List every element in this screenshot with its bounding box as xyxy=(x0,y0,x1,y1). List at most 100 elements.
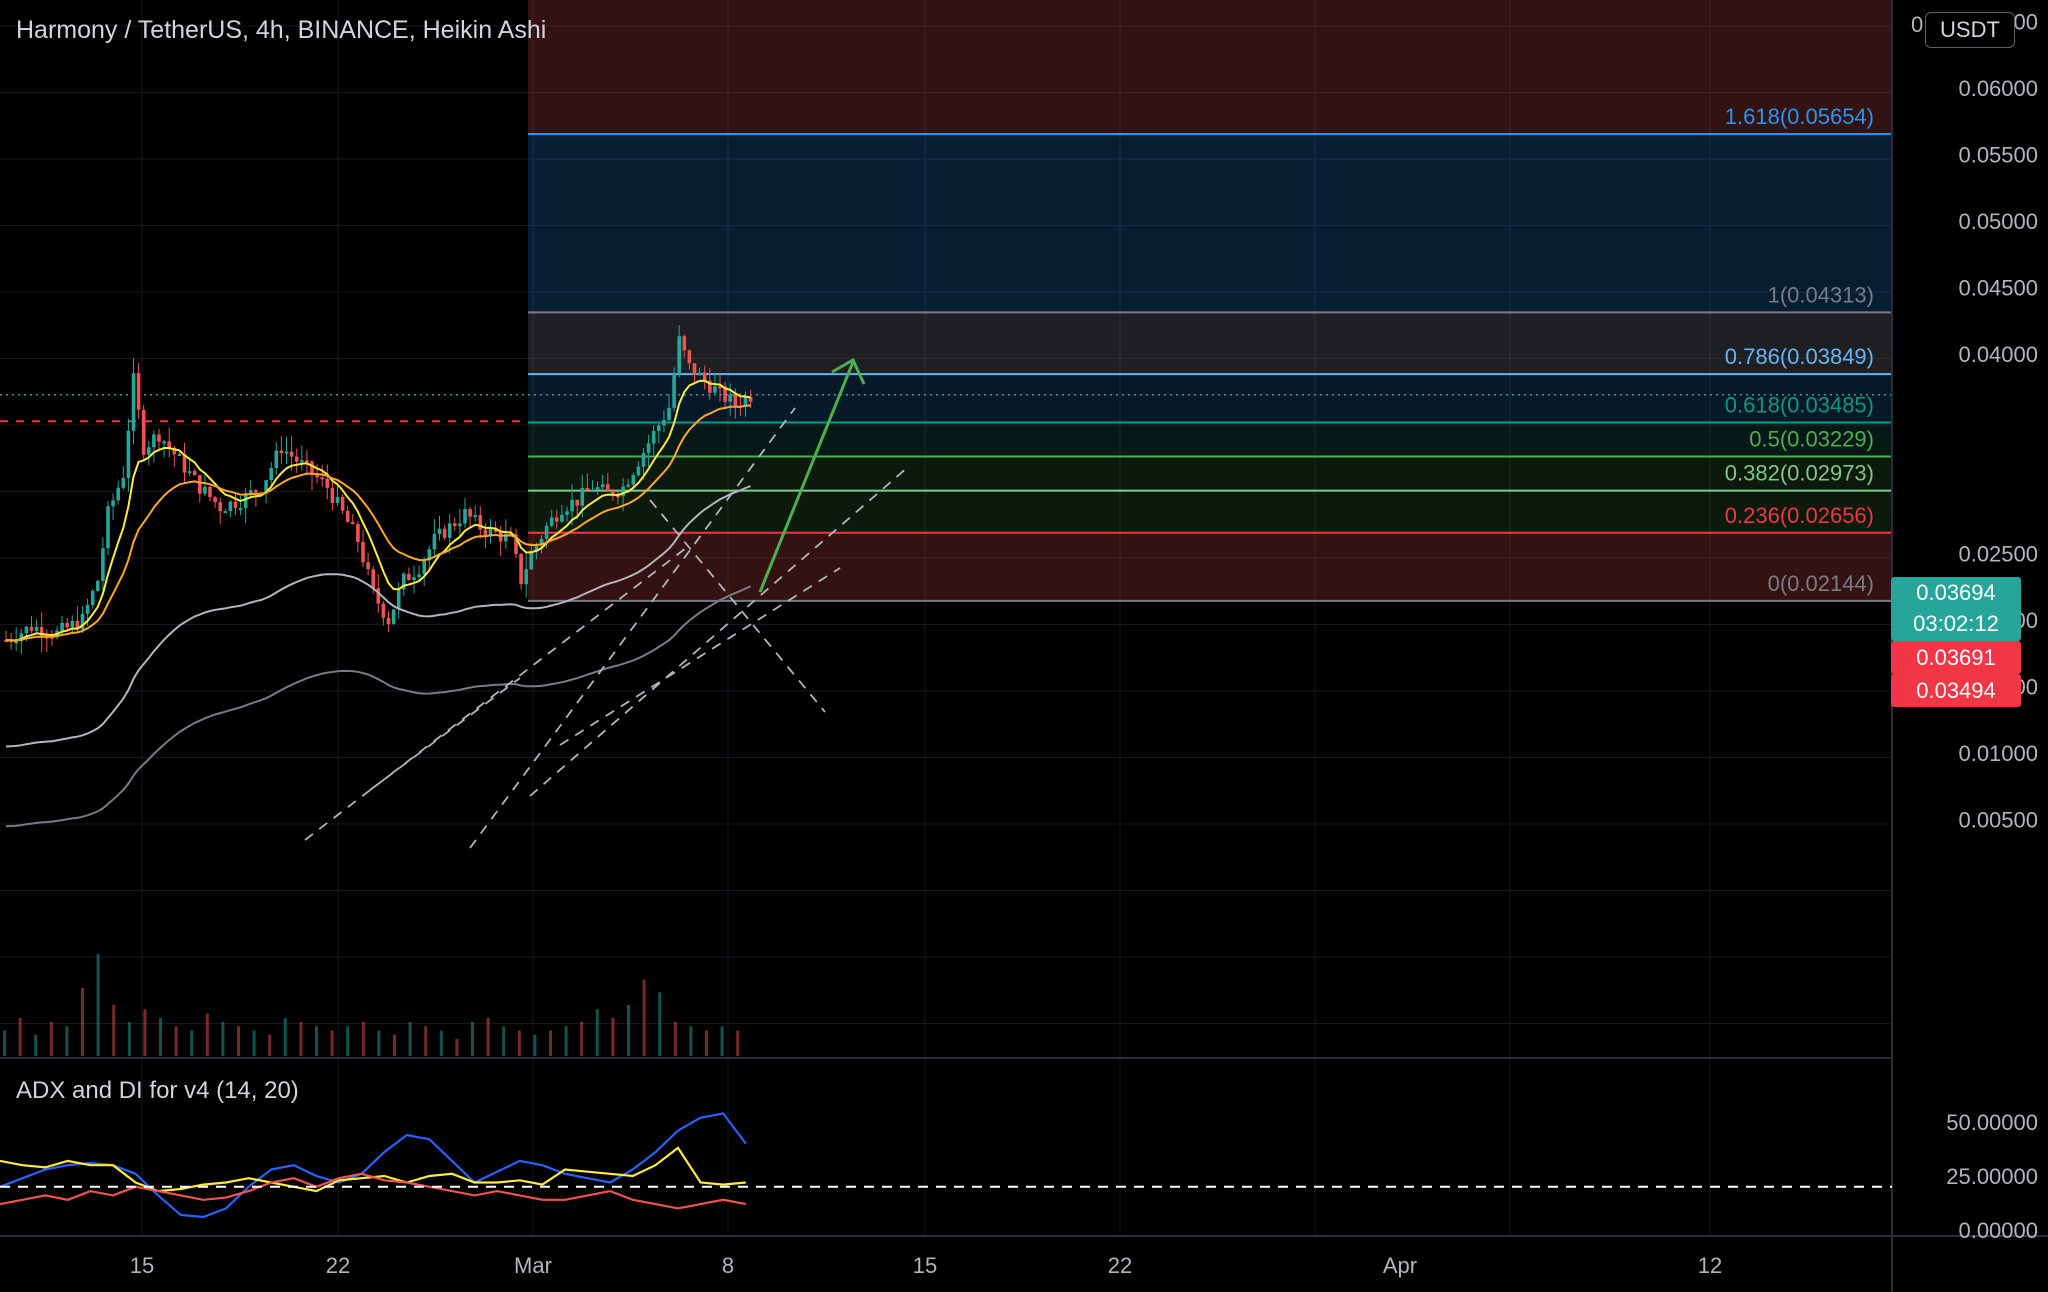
candle-body xyxy=(29,626,34,631)
time-axis-label: 12 xyxy=(1698,1253,1722,1278)
candle-body xyxy=(325,478,330,488)
candle-body xyxy=(371,569,375,589)
candle-body xyxy=(167,441,171,448)
candle-body xyxy=(284,451,289,454)
candle-body xyxy=(728,394,732,402)
candle-body xyxy=(585,487,590,491)
volume-bar xyxy=(673,1022,677,1056)
candle-body xyxy=(478,515,483,530)
candle-body xyxy=(447,523,452,538)
volume-bar xyxy=(315,1026,318,1056)
volume-bar xyxy=(3,1030,6,1056)
candle-body xyxy=(233,501,238,509)
volume-bar xyxy=(174,1026,178,1056)
candle-body xyxy=(14,641,18,644)
candle-body xyxy=(473,515,477,518)
trend-dashed-line xyxy=(649,499,826,713)
price-axis-label: 0.02500 xyxy=(1958,542,2038,567)
volume-bar xyxy=(564,1026,568,1056)
indicator-axis-label: 0.00000 xyxy=(1958,1218,2038,1243)
candle-body xyxy=(254,490,258,493)
candle-body xyxy=(453,523,457,527)
candle-body xyxy=(713,386,717,393)
candle-body xyxy=(75,620,80,630)
candle-body xyxy=(570,499,574,512)
candle-body xyxy=(626,484,630,487)
candle-body xyxy=(682,336,687,351)
last-price-tag: 0.03694 03:02:12 xyxy=(1891,577,2021,641)
currency-button[interactable]: USDT xyxy=(1925,12,2015,48)
candle-body xyxy=(667,407,671,420)
volume-bar xyxy=(34,1034,38,1056)
candle-body xyxy=(432,534,437,550)
candle-body xyxy=(213,497,217,503)
candle-body xyxy=(580,487,585,506)
candle-body xyxy=(611,490,615,496)
candle-body xyxy=(131,373,136,431)
candle-body xyxy=(305,460,309,463)
ma-long-line xyxy=(5,485,751,748)
candle-body xyxy=(218,502,222,512)
candle-body xyxy=(636,466,641,475)
fib-label: 0.5(0.03229) xyxy=(1749,427,1874,452)
candle-body xyxy=(718,386,722,389)
candle-body xyxy=(549,517,554,526)
fib-label: 1.618(0.05654) xyxy=(1725,104,1874,129)
candle-body xyxy=(544,525,549,539)
candle-body xyxy=(412,577,416,581)
last-price-value: 0.03694 xyxy=(1916,580,1996,605)
candle-body xyxy=(85,605,90,614)
candle-body xyxy=(743,396,748,407)
candle-body xyxy=(361,541,365,563)
volume-bar xyxy=(455,1039,459,1056)
candle-body xyxy=(504,533,508,542)
candle-body xyxy=(187,471,192,474)
candle-body xyxy=(641,452,646,467)
candle-body xyxy=(39,627,44,637)
candle-body xyxy=(422,560,426,575)
volume-bar xyxy=(658,992,662,1056)
chart-title: Harmony / TetherUS, 4h, BINANCE, Heikin … xyxy=(16,16,547,44)
candle-body xyxy=(366,562,370,570)
candle-body xyxy=(600,484,605,488)
ma-longer-line xyxy=(5,585,751,828)
ema-slow-line xyxy=(5,404,751,642)
volume-bar xyxy=(159,1017,162,1056)
candle-body xyxy=(565,511,569,515)
candle-body xyxy=(335,496,340,504)
candle-body xyxy=(111,500,115,507)
candle-body xyxy=(575,499,579,506)
volume-bar xyxy=(393,1034,396,1056)
volume-bar xyxy=(611,1017,615,1056)
trend-dashed-line xyxy=(469,407,796,849)
volume-bar xyxy=(299,1022,303,1056)
candle-body xyxy=(708,380,712,393)
candle-body xyxy=(748,396,753,402)
trend-dashed-line xyxy=(559,567,841,746)
volume-bar xyxy=(361,1022,365,1056)
candle-body xyxy=(560,514,564,522)
candle-body xyxy=(136,373,141,410)
candle-body xyxy=(101,548,105,581)
volume-bar xyxy=(502,1026,506,1056)
fib-label: 0.236(0.02656) xyxy=(1725,503,1874,528)
volume-bar xyxy=(424,1026,428,1056)
bar-countdown: 03:02:12 xyxy=(1913,611,1999,636)
price-tag-b: 0.03494 xyxy=(1891,674,2021,707)
fib-zone-0382 xyxy=(528,490,1892,533)
projection-arrow-head xyxy=(831,357,866,385)
volume-bar xyxy=(408,1022,412,1056)
candle-body xyxy=(310,461,314,475)
candle-body xyxy=(116,487,120,501)
fib-label: 0(0.02144) xyxy=(1768,571,1874,596)
candle-body xyxy=(70,620,75,628)
volume-bar xyxy=(627,1005,630,1056)
candle-body xyxy=(677,336,681,375)
volume-bar xyxy=(18,1017,22,1056)
price-axis-label: 0.04500 xyxy=(1958,276,2038,301)
candle-body xyxy=(651,431,656,444)
candle-body xyxy=(442,528,447,538)
candle-body xyxy=(402,573,406,590)
candle-body xyxy=(208,486,212,498)
